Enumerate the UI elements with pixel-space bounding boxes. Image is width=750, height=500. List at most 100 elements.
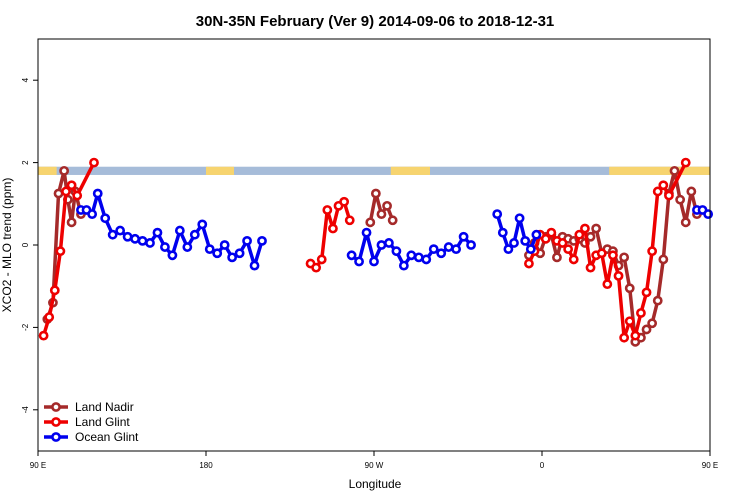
data-point bbox=[38, 330, 49, 341]
data-point bbox=[361, 227, 372, 238]
ocean-band bbox=[38, 166, 710, 175]
data-point bbox=[652, 186, 663, 197]
data-point bbox=[466, 240, 476, 250]
land-band-segment bbox=[609, 166, 710, 175]
legend-swatch-marker bbox=[51, 417, 61, 427]
data-point bbox=[339, 196, 350, 207]
data-point bbox=[398, 260, 409, 271]
data-point bbox=[115, 225, 126, 236]
legend-item: Land Glint bbox=[44, 415, 130, 429]
data-point bbox=[197, 219, 208, 230]
data-point bbox=[585, 262, 596, 273]
data-point bbox=[107, 229, 118, 240]
data-point bbox=[406, 250, 417, 261]
legend-swatch-marker bbox=[51, 402, 61, 412]
data-point bbox=[354, 256, 364, 267]
data-point bbox=[49, 285, 60, 296]
data-point bbox=[574, 229, 585, 240]
y-axis-label: XCO2 - MLO trend (ppm) bbox=[0, 178, 14, 313]
data-point bbox=[514, 213, 525, 224]
data-point bbox=[546, 227, 557, 238]
data-point bbox=[525, 244, 536, 255]
data-point bbox=[675, 194, 686, 205]
data-point bbox=[160, 242, 170, 252]
data-point bbox=[520, 235, 531, 246]
data-point bbox=[591, 223, 602, 234]
data-point bbox=[212, 248, 223, 259]
series-land-glint bbox=[38, 157, 691, 343]
data-point bbox=[44, 312, 55, 322]
data-point bbox=[658, 180, 669, 191]
data-point bbox=[524, 258, 534, 269]
data-point bbox=[227, 252, 238, 263]
data-point bbox=[382, 200, 392, 211]
data-point bbox=[509, 238, 519, 248]
data-point bbox=[322, 205, 333, 215]
series-layer bbox=[38, 157, 714, 347]
x-axis-label: Longitude bbox=[349, 477, 402, 491]
data-point bbox=[189, 229, 200, 240]
data-point bbox=[53, 188, 64, 199]
x-tick-label: 90 E bbox=[702, 461, 718, 470]
x-tick-label: 180 bbox=[199, 461, 213, 470]
data-point bbox=[234, 248, 245, 259]
legend-item: Ocean Glint bbox=[44, 430, 139, 444]
y-tick-label: 2 bbox=[21, 160, 30, 165]
data-point bbox=[497, 227, 508, 238]
data-point bbox=[92, 188, 103, 199]
data-point bbox=[249, 260, 260, 271]
data-point bbox=[703, 209, 714, 219]
land-band-segment bbox=[38, 166, 57, 175]
legend-swatch-marker bbox=[51, 432, 61, 442]
x-tick-label: 90 E bbox=[30, 461, 46, 470]
data-point bbox=[540, 233, 551, 244]
data-point bbox=[531, 229, 542, 240]
axes: 90 E 180 90 W 0 90 E -4 -2 0 2 4 bbox=[21, 77, 718, 470]
y-tick-label: 0 bbox=[21, 242, 30, 247]
data-point bbox=[503, 244, 514, 255]
legend-label: Ocean Glint bbox=[75, 430, 139, 444]
data-point bbox=[630, 330, 641, 341]
legend-label: Land Nadir bbox=[75, 400, 134, 414]
data-point bbox=[647, 246, 658, 257]
land-band-segment bbox=[390, 166, 430, 175]
x-tick-label: 0 bbox=[540, 461, 545, 470]
data-point bbox=[413, 252, 424, 263]
y-tick-label: -4 bbox=[21, 406, 30, 414]
data-point bbox=[66, 180, 77, 191]
data-point bbox=[458, 231, 469, 242]
data-point bbox=[167, 250, 178, 261]
land-ocean-band bbox=[38, 166, 710, 175]
x-tick-label: 90 W bbox=[365, 461, 384, 470]
data-point bbox=[686, 186, 697, 197]
data-point bbox=[602, 279, 613, 290]
data-point bbox=[647, 318, 658, 329]
legend-label: Land Glint bbox=[75, 415, 130, 429]
data-point bbox=[436, 248, 447, 259]
data-point bbox=[152, 227, 163, 238]
series-ocean-glint bbox=[76, 188, 714, 271]
data-point bbox=[619, 332, 630, 343]
data-point bbox=[624, 316, 635, 327]
data-point bbox=[61, 186, 71, 197]
data-point bbox=[122, 231, 133, 242]
data-point bbox=[658, 254, 669, 265]
data-point bbox=[557, 238, 568, 248]
data-point bbox=[552, 252, 562, 263]
data-point bbox=[580, 223, 590, 234]
y-tick-label: 4 bbox=[21, 77, 30, 82]
data-point bbox=[568, 254, 579, 265]
data-point bbox=[641, 287, 652, 298]
data-point bbox=[680, 157, 691, 168]
data-point bbox=[652, 295, 663, 306]
data-point bbox=[669, 165, 680, 176]
data-point bbox=[563, 244, 574, 255]
legend-item: Land Nadir bbox=[44, 400, 134, 414]
data-point bbox=[130, 233, 140, 244]
data-point bbox=[311, 262, 322, 273]
data-point bbox=[370, 188, 381, 199]
data-point bbox=[391, 246, 402, 257]
data-point bbox=[387, 215, 398, 226]
data-point bbox=[619, 252, 630, 263]
data-point bbox=[428, 244, 439, 255]
